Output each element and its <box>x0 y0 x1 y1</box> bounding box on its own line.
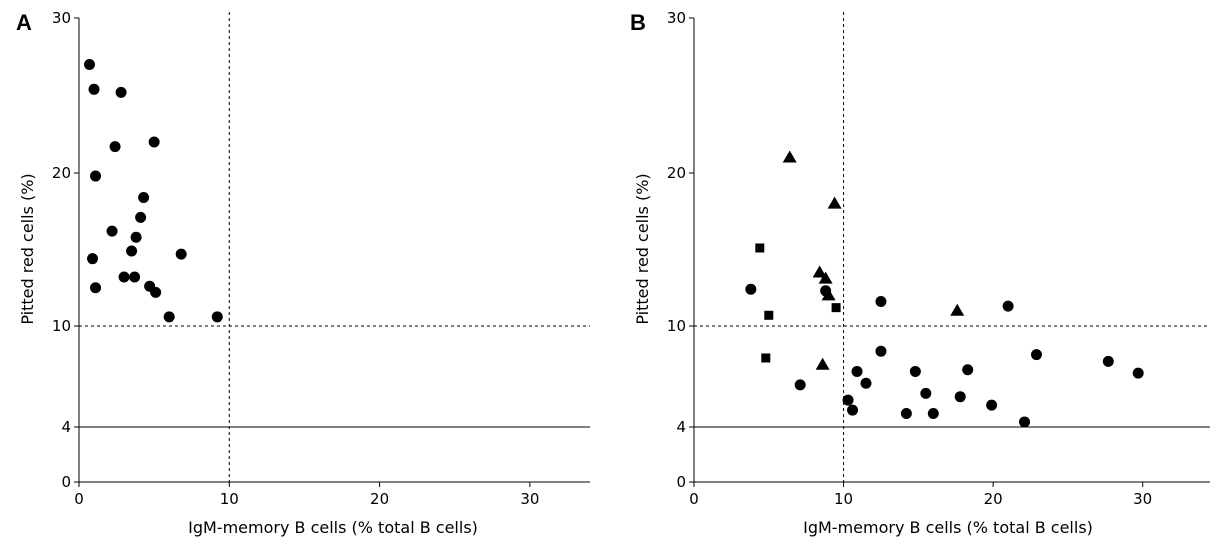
panel-a-point-circle <box>138 191 150 203</box>
panel-a-point-circle <box>115 86 127 98</box>
panel-a-point-circle <box>118 271 130 283</box>
panel-b-point-circle <box>875 345 887 357</box>
panel-a-y-tick-label: 4 <box>61 418 71 436</box>
panel-b-point-circle <box>875 296 887 308</box>
panel-b-point-square <box>831 303 841 313</box>
panel-b-point-circle <box>1002 300 1014 312</box>
panel-b-point-circle <box>794 379 806 391</box>
panel-b-point-circle <box>954 391 966 403</box>
panel-a-x-axis-label: IgM-memory B cells (% total B cells) <box>188 518 478 537</box>
panel-b-point-circle <box>1132 367 1144 379</box>
panel-b-point-circle <box>1019 416 1031 428</box>
panel-a-point-circle <box>135 211 147 223</box>
panel-b-point-triangle <box>782 150 797 163</box>
panel-a-point-circle <box>130 231 142 243</box>
panel-b-point-triangle <box>950 303 965 316</box>
panel-b-y-tick-label: 4 <box>676 418 686 436</box>
panel-b-point-circle <box>860 377 872 389</box>
panel-b-point-circle <box>842 394 854 406</box>
panel-b-point-circle <box>1102 355 1114 367</box>
panel-b-point-triangle <box>812 265 827 278</box>
panel-b-y-axis-label: Pitted red cells (%) <box>633 173 652 324</box>
panel-b-point-square <box>764 310 774 320</box>
panel-b-y-tick-label: 20 <box>667 164 686 182</box>
panel-a-label: A <box>16 10 32 35</box>
panel-b-y-tick-label: 10 <box>667 317 686 335</box>
panel-b-point-circle <box>962 364 974 376</box>
panel-a-point-circle <box>84 59 96 70</box>
panel-a-point-circle <box>150 286 162 298</box>
panel-b-y-tick-label: 0 <box>676 473 686 491</box>
panel-a-y-tick-label: 0 <box>61 473 71 491</box>
panel-b-point-circle <box>1031 349 1043 361</box>
panel-b-point-triangle <box>821 288 836 301</box>
panel-a-point-circle <box>90 170 102 182</box>
panel-a-point-circle <box>88 83 100 95</box>
panel-a-point-circle <box>106 225 118 237</box>
panel-a-point-circle <box>126 245 138 257</box>
panel-b-point-circle <box>847 404 859 416</box>
panel-a-point-circle <box>211 311 223 323</box>
panel-b: B IgM-memory B cells (% total B cells) P… <box>630 9 1210 537</box>
panel-b-point-circle <box>986 399 998 411</box>
panel-a: A IgM-memory B cells (% total B cells) P… <box>16 9 590 537</box>
panel-b-point-triangle <box>815 357 830 370</box>
panel-b-y-tick-label: 30 <box>667 9 686 27</box>
panel-b-x-tick-label: 30 <box>1133 490 1152 508</box>
panel-a-point-circle <box>87 253 99 265</box>
panel-b-point-square <box>755 243 765 253</box>
panel-a-y-tick-label: 30 <box>52 9 71 27</box>
panel-b-x-tick-label: 10 <box>834 490 853 508</box>
panel-a-x-tick-label: 30 <box>520 490 539 508</box>
panel-b-point-circle <box>909 365 921 377</box>
panel-a-x-tick-label: 10 <box>220 490 239 508</box>
panel-a-x-tick-label: 0 <box>74 490 84 508</box>
panel-a-point-circle <box>163 311 175 323</box>
panel-b-point-circle <box>927 408 939 420</box>
panel-a-point-circle <box>109 141 121 153</box>
panel-b-label: B <box>630 10 646 35</box>
panel-b-point-triangle <box>818 271 833 284</box>
panel-a-y-axis-label: Pitted red cells (%) <box>18 173 37 324</box>
panel-b-point-circle <box>920 387 932 399</box>
panel-a-y-tick-label: 10 <box>52 317 71 335</box>
panel-a-x-tick-label: 20 <box>370 490 389 508</box>
panel-b-point-circle <box>900 408 912 420</box>
panel-a-point-circle <box>148 136 160 148</box>
panel-a-point-circle <box>129 271 141 283</box>
panel-b-point-triangle <box>827 196 842 209</box>
panel-a-point-circle <box>90 282 102 294</box>
panel-b-point-circle <box>745 283 757 295</box>
panel-b-point-circle <box>851 365 863 377</box>
panel-b-x-axis-label: IgM-memory B cells (% total B cells) <box>803 518 1093 537</box>
panel-a-point-circle <box>175 248 187 260</box>
panel-a-y-tick-label: 20 <box>52 164 71 182</box>
panel-b-x-tick-label: 0 <box>689 490 699 508</box>
panel-b-x-tick-label: 20 <box>984 490 1003 508</box>
panel-b-point-square <box>761 353 771 363</box>
